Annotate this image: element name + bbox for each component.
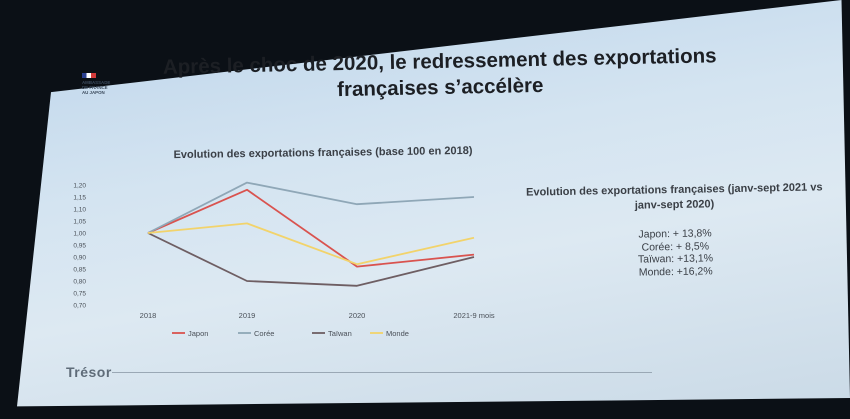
y-tick-label: 1,15 — [73, 195, 86, 202]
y-tick-label: 0,95 — [73, 243, 86, 250]
y-tick-label: 0,70 — [73, 303, 86, 310]
y-tick-label: 0,90 — [73, 255, 86, 262]
y-tick-label: 1,10 — [73, 207, 86, 214]
legend-label: Corée — [254, 329, 274, 338]
embassy-logo: AMBASSADE DE FRANCE AU JAPON — [82, 73, 112, 113]
y-tick-label: 0,80 — [73, 279, 86, 286]
series-line-japon — [147, 188, 475, 268]
side-panel: Evolution des exportations françaises (j… — [524, 180, 826, 280]
logo-line: DE FRANCE — [82, 85, 108, 90]
y-tick-label: 1,00 — [73, 231, 86, 238]
legend-label: Monde — [386, 329, 409, 338]
side-panel-list: Japon: + 13,8% Corée: + 8,5% Taïwan: +13… — [525, 225, 826, 280]
x-tick-label: 2020 — [349, 311, 366, 320]
y-tick-label: 0,75 — [73, 291, 86, 298]
series-line-corée — [147, 181, 475, 234]
legend-label: Taïwan — [328, 329, 352, 338]
y-tick-label: 1,20 — [73, 183, 86, 190]
y-tick-label: 1,05 — [73, 219, 86, 226]
y-tick-label: 0,85 — [73, 267, 86, 274]
logo-line: AMBASSADE — [82, 80, 111, 85]
flag-icon — [82, 73, 96, 78]
side-panel-title: Evolution des exportations françaises (j… — [525, 181, 823, 212]
footer-divider — [112, 372, 652, 373]
series-line-taïwan — [147, 232, 475, 287]
x-tick-label: 2021-9 mois — [453, 311, 495, 320]
logo-line: AU JAPON — [82, 90, 105, 95]
legend-label: Japon — [188, 329, 208, 338]
series-line-monde — [147, 222, 475, 266]
x-tick-label: 2018 — [140, 311, 157, 320]
x-tick-label: 2019 — [239, 311, 256, 320]
footer-logo: Trésor — [66, 364, 112, 380]
